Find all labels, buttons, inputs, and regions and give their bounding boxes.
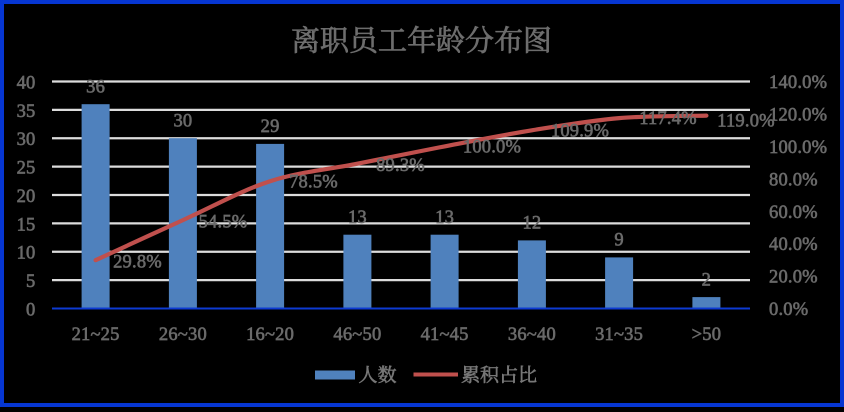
svg-text:人数: 人数 xyxy=(359,366,397,387)
svg-text:12: 12 xyxy=(522,214,541,234)
svg-text:109.9%: 109.9% xyxy=(551,122,609,142)
svg-text:累积占比: 累积占比 xyxy=(461,366,537,387)
svg-text:10: 10 xyxy=(17,244,36,264)
svg-text:29: 29 xyxy=(261,117,280,137)
svg-text:119.0%: 119.0% xyxy=(717,112,775,132)
svg-text:15: 15 xyxy=(17,215,36,235)
svg-text:40: 40 xyxy=(17,73,36,93)
svg-text:2: 2 xyxy=(702,270,711,290)
svg-text:26~30: 26~30 xyxy=(159,325,207,345)
svg-text:80.0%: 80.0% xyxy=(769,170,818,190)
svg-text:20.0%: 20.0% xyxy=(769,268,818,288)
svg-text:40.0%: 40.0% xyxy=(769,235,818,255)
svg-text:31~35: 31~35 xyxy=(595,325,643,345)
svg-text:120.0%: 120.0% xyxy=(769,106,827,126)
svg-text:35: 35 xyxy=(17,102,36,122)
svg-text:78.5%: 78.5% xyxy=(289,173,338,193)
svg-text:30: 30 xyxy=(173,112,192,132)
svg-text:0.0%: 0.0% xyxy=(769,300,808,320)
svg-text:36: 36 xyxy=(86,77,105,97)
svg-text:5: 5 xyxy=(26,272,35,292)
svg-text:21~25: 21~25 xyxy=(72,325,120,345)
svg-text:100.0%: 100.0% xyxy=(463,138,521,158)
svg-text:13: 13 xyxy=(348,208,367,228)
svg-text:140.0%: 140.0% xyxy=(769,73,827,93)
svg-text:54.5%: 54.5% xyxy=(199,213,248,233)
svg-text:36~40: 36~40 xyxy=(508,325,556,345)
svg-text:>50: >50 xyxy=(692,325,722,345)
svg-text:89.3%: 89.3% xyxy=(376,156,425,176)
svg-text:13: 13 xyxy=(435,208,454,228)
svg-text:16~20: 16~20 xyxy=(246,325,294,345)
svg-text:离职员工年龄分布图: 离职员工年龄分布图 xyxy=(291,26,552,58)
svg-text:20: 20 xyxy=(17,187,36,207)
svg-text:9: 9 xyxy=(614,231,623,251)
svg-text:100.0%: 100.0% xyxy=(769,138,827,158)
svg-text:117.4%: 117.4% xyxy=(639,109,697,129)
svg-text:0: 0 xyxy=(26,300,35,320)
svg-text:60.0%: 60.0% xyxy=(769,203,818,223)
svg-text:30: 30 xyxy=(17,130,36,150)
svg-text:41~45: 41~45 xyxy=(421,325,469,345)
svg-text:29.8%: 29.8% xyxy=(113,253,162,273)
svg-text:25: 25 xyxy=(17,159,36,179)
svg-text:46~50: 46~50 xyxy=(333,325,381,345)
